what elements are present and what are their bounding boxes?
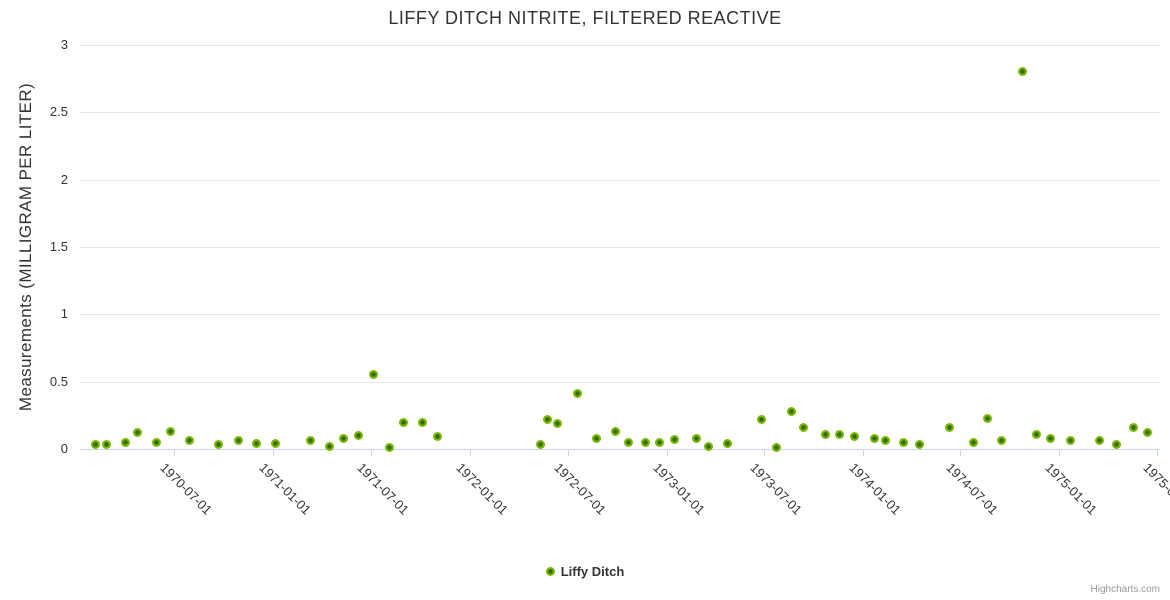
data-point[interactable] <box>821 429 831 439</box>
data-point[interactable] <box>591 433 601 443</box>
data-point[interactable] <box>132 428 142 438</box>
x-tick-label: 1971-01-01 <box>256 460 315 518</box>
data-point[interactable] <box>624 437 634 447</box>
data-point[interactable] <box>552 418 562 428</box>
y-tick-label: 1 <box>60 306 68 322</box>
highcharts-credit-link[interactable]: Highcharts.com <box>1090 584 1160 595</box>
y-tick-label: 2.5 <box>49 104 68 120</box>
data-point[interactable] <box>152 437 162 447</box>
x-tick-mark <box>174 450 176 456</box>
data-point[interactable] <box>610 426 620 436</box>
x-tick-label: 1971-07-01 <box>353 460 412 518</box>
data-point[interactable] <box>101 440 111 450</box>
data-point[interactable] <box>944 422 954 432</box>
data-point[interactable] <box>850 432 860 442</box>
x-tick-mark <box>1059 450 1061 456</box>
data-point[interactable] <box>704 441 714 451</box>
y-gridline <box>80 381 1160 383</box>
y-tick-label: 3 <box>60 37 68 52</box>
data-point[interactable] <box>1128 422 1138 432</box>
data-point[interactable] <box>881 436 891 446</box>
data-point[interactable] <box>214 440 224 450</box>
data-point[interactable] <box>968 437 978 447</box>
y-tick-label: 0 <box>60 441 68 456</box>
data-point[interactable] <box>772 443 782 453</box>
legend-item-label: Liffy Ditch <box>560 564 625 579</box>
legend: Liffy Ditch <box>0 564 1170 579</box>
x-tick-mark <box>1156 450 1158 456</box>
data-point[interactable] <box>1065 436 1075 446</box>
x-tick-mark <box>763 450 765 456</box>
data-point[interactable] <box>756 414 766 424</box>
data-point[interactable] <box>869 433 879 443</box>
x-tick-label: 1975-01-01 <box>1042 460 1101 518</box>
data-point[interactable] <box>535 440 545 450</box>
data-point[interactable] <box>654 437 664 447</box>
x-tick-label: 1972-07-01 <box>550 460 609 518</box>
data-point[interactable] <box>899 437 909 447</box>
data-point[interactable] <box>1032 429 1042 439</box>
x-tick-label: 1970-07-01 <box>157 460 216 518</box>
data-point[interactable] <box>542 414 552 424</box>
y-gridline <box>80 314 1160 316</box>
data-point[interactable] <box>233 436 243 446</box>
data-point[interactable] <box>338 433 348 443</box>
y-gridline <box>80 179 1160 181</box>
data-point[interactable] <box>983 413 993 423</box>
data-point[interactable] <box>353 431 363 441</box>
x-tick-mark <box>469 450 471 456</box>
y-gridline <box>80 112 1160 114</box>
data-point[interactable] <box>1143 428 1153 438</box>
data-point[interactable] <box>270 439 280 449</box>
x-tick-mark <box>370 450 372 456</box>
x-tick-label: 1974-07-01 <box>943 460 1002 518</box>
y-gridline <box>80 247 1160 248</box>
legend-item-liffy-ditch[interactable]: Liffy Ditch <box>545 564 625 579</box>
data-point[interactable] <box>252 439 261 449</box>
x-tick-label: 1972-01-01 <box>452 460 511 518</box>
y-gridline <box>80 45 1160 46</box>
y-tick-label: 1.5 <box>49 239 68 254</box>
data-point[interactable] <box>399 417 409 427</box>
data-point[interactable] <box>641 437 651 447</box>
x-tick-label: 1973-01-01 <box>649 460 708 518</box>
data-point[interactable] <box>121 437 131 447</box>
data-point[interactable] <box>692 433 702 443</box>
data-point[interactable] <box>914 440 924 450</box>
y-tick-label: 0.5 <box>49 373 68 389</box>
x-tick-mark <box>862 450 864 456</box>
x-tick-label: 1973-07-01 <box>747 460 805 518</box>
plot-area <box>80 45 1160 450</box>
data-point[interactable] <box>91 440 101 450</box>
data-point[interactable] <box>384 443 394 453</box>
data-point[interactable] <box>1046 433 1056 443</box>
data-point[interactable] <box>417 417 427 427</box>
legend-marker-icon <box>545 567 555 576</box>
x-tick-mark <box>960 450 962 456</box>
x-tick-mark <box>666 450 668 456</box>
y-tick-label: 2 <box>60 171 68 187</box>
x-tick-mark <box>567 450 569 456</box>
data-point[interactable] <box>670 435 680 445</box>
data-point[interactable] <box>1017 67 1027 77</box>
data-point[interactable] <box>325 441 335 451</box>
data-point[interactable] <box>786 406 796 416</box>
data-point[interactable] <box>185 436 195 446</box>
data-point[interactable] <box>166 426 176 436</box>
data-point[interactable] <box>305 436 315 446</box>
data-point[interactable] <box>723 439 733 449</box>
data-point[interactable] <box>1111 440 1121 450</box>
x-tick-mark <box>273 450 275 456</box>
chart-title: LIFFY DITCH NITRITE, FILTERED REACTIVE <box>388 8 782 28</box>
data-point[interactable] <box>834 429 844 439</box>
x-tick-label: 1974-01-01 <box>846 460 904 518</box>
data-point[interactable] <box>433 432 443 442</box>
data-point[interactable] <box>798 422 808 432</box>
data-point[interactable] <box>369 370 379 380</box>
data-point[interactable] <box>572 389 582 399</box>
data-point[interactable] <box>1094 436 1104 446</box>
x-tick-label: 1975-07-01 <box>1140 460 1170 518</box>
data-point[interactable] <box>997 436 1007 446</box>
